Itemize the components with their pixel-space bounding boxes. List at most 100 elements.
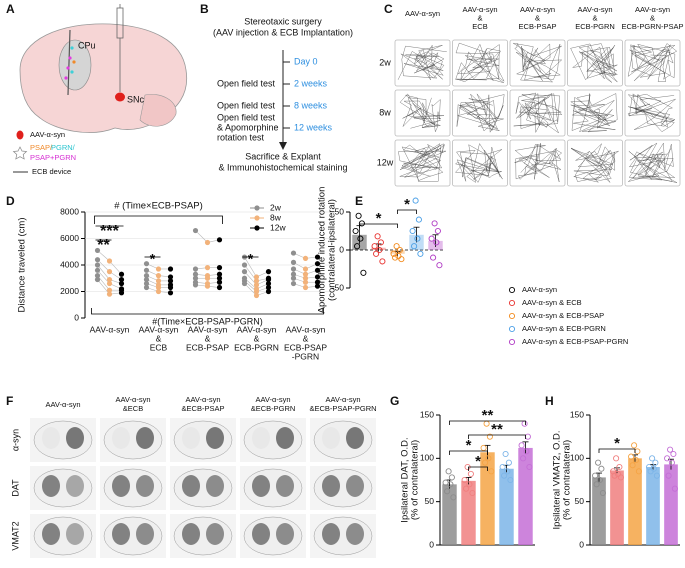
step: & Apomorphine (217, 122, 279, 132)
row-label: 8w (379, 107, 391, 117)
y-tick-label: 0 (74, 312, 79, 322)
data-point (480, 444, 487, 451)
striatum (276, 523, 294, 545)
data-point (118, 276, 125, 283)
data-point (415, 216, 422, 223)
data-point (598, 465, 605, 472)
data-point (521, 420, 528, 427)
data-point (616, 463, 623, 471)
data-point (155, 266, 162, 272)
data-point (613, 455, 620, 462)
connector (97, 264, 110, 280)
column-label: AAV-α-syn (185, 395, 220, 404)
bracket (468, 466, 488, 471)
data-point (302, 255, 309, 261)
track-path (455, 42, 505, 83)
data-point (592, 472, 599, 479)
region-label: CPu (78, 40, 96, 50)
data-point (94, 257, 101, 263)
data-point (118, 290, 125, 296)
data-point (143, 280, 150, 287)
annotation: * (150, 251, 156, 267)
data-point (204, 265, 211, 271)
striatum (42, 427, 60, 449)
x-tick-label: AAV-α-syn (286, 324, 326, 334)
x-tick-label: ECB-PSAP (186, 342, 229, 352)
y-tick-label: 100 (570, 453, 584, 463)
connector (244, 256, 257, 278)
column-label: AAV-α-syn (115, 395, 150, 404)
bar (480, 452, 495, 545)
data-point (253, 288, 260, 295)
legend-text: AAV-α-syn (30, 130, 65, 139)
y-axis-label: Ipsilateral VMAT2, O.D. (552, 430, 563, 529)
striatum (112, 475, 130, 497)
data-point (192, 227, 199, 234)
data-point (417, 250, 424, 257)
column-label: &ECB-PSAP (182, 404, 225, 413)
track-path (627, 43, 678, 82)
annotation: * (466, 437, 472, 454)
track-box (394, 89, 451, 137)
column-label: AAV-α-syn (45, 400, 80, 409)
data-point (504, 468, 511, 475)
step: Open field test (217, 100, 276, 110)
striatum (136, 427, 154, 449)
striatum (182, 427, 200, 449)
data-point (617, 474, 624, 481)
legend-label: 12w (270, 222, 286, 232)
data-point (204, 283, 211, 289)
y-tick-label: 0 (429, 539, 434, 549)
y-tick-label: 0 (339, 244, 344, 254)
y-axis-label: Apomorphine induced rotation (317, 187, 328, 314)
step: Open field test (217, 112, 276, 122)
data-point (118, 271, 125, 277)
connector (97, 270, 110, 284)
track-box (394, 39, 451, 87)
data-point (167, 274, 174, 280)
data-point (314, 261, 321, 267)
column-label: & (535, 13, 540, 22)
data-point (192, 282, 199, 288)
panel-label: D (6, 194, 15, 208)
data-point (302, 271, 309, 277)
data-point (265, 280, 272, 287)
bracket (94, 215, 223, 224)
legend-label: AAV-α-syn & ECB (522, 298, 582, 307)
annotation: * (475, 453, 481, 470)
step: rotation test (217, 132, 265, 142)
data-point (94, 273, 101, 279)
legend-marker (508, 299, 516, 307)
step: Open field test (217, 78, 276, 88)
data-point (634, 448, 641, 455)
data-point (631, 442, 638, 449)
timepoint: Day 0 (294, 56, 318, 66)
legend-marker (508, 312, 516, 320)
data-point (632, 457, 639, 464)
bracket (359, 223, 398, 228)
data-point (216, 284, 223, 291)
x-tick-label: AAV-α-syn (237, 324, 277, 334)
data-point (118, 280, 125, 287)
striatum (182, 475, 200, 497)
data-point (352, 227, 359, 235)
data-point (463, 485, 470, 492)
panel-label: B (200, 2, 209, 16)
legend-marker (508, 338, 516, 346)
column-label: & (477, 13, 482, 22)
data-point (167, 278, 174, 284)
data-point (376, 246, 383, 254)
column-label: AAV-α-syn (635, 5, 670, 14)
data-point (204, 275, 211, 281)
data-point (671, 485, 678, 492)
connector (195, 230, 208, 243)
data-point (668, 459, 675, 466)
data-point (373, 250, 380, 257)
row-label: DAT (10, 479, 20, 497)
track-path (398, 143, 447, 182)
bracket (397, 209, 417, 214)
data-point (448, 474, 455, 481)
column-label: & (650, 13, 655, 22)
data-point (241, 280, 248, 287)
legend-label: 2w (270, 202, 282, 212)
